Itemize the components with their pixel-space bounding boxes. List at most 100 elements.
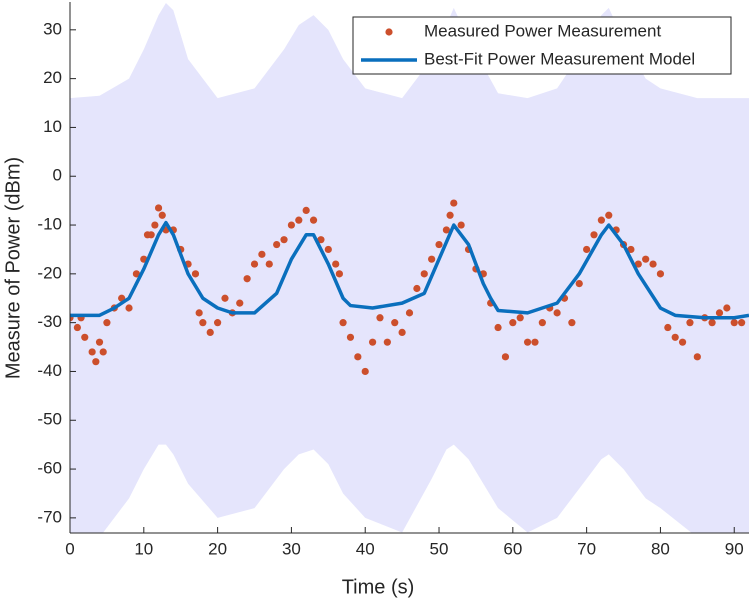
data-point	[99, 348, 107, 356]
data-point	[88, 348, 96, 356]
data-point	[191, 270, 200, 278]
data-point	[250, 260, 259, 268]
data-point	[738, 319, 746, 327]
data-point	[147, 231, 155, 239]
data-point	[656, 270, 665, 278]
data-point	[391, 319, 399, 327]
confidence-band	[70, 2, 749, 533]
data-point	[538, 319, 546, 327]
data-point	[494, 323, 502, 332]
plot-area	[70, 2, 749, 533]
data-point	[531, 338, 539, 346]
data-point	[420, 270, 428, 278]
model-line	[70, 220, 749, 320]
x-tick-label: 90	[725, 539, 744, 558]
data-point	[457, 221, 465, 229]
data-point	[317, 236, 325, 244]
data-point	[324, 245, 332, 254]
y-axis-label: Measure of Power (dBm)	[2, 157, 24, 379]
x-tick-label: 60	[503, 539, 522, 558]
y-tick-label: 20	[43, 68, 62, 87]
data-point	[221, 294, 229, 302]
data-point	[597, 216, 605, 224]
data-point	[450, 199, 458, 207]
data-point	[95, 338, 104, 346]
data-point	[335, 270, 343, 278]
data-point	[376, 314, 384, 322]
data-point	[346, 333, 355, 341]
data-point	[287, 221, 296, 229]
data-point	[295, 216, 303, 224]
data-point	[568, 319, 576, 327]
data-point	[195, 309, 203, 317]
data-point	[671, 333, 679, 341]
y-tick-label: -40	[37, 361, 62, 380]
legend-label: Measured Power Measurement	[424, 21, 661, 40]
data-point	[405, 309, 414, 317]
data-point	[280, 236, 288, 244]
y-tick-label: -50	[37, 410, 62, 429]
data-point	[523, 338, 532, 346]
data-point	[368, 338, 377, 346]
legend-label: Best-Fit Power Measurement Model	[424, 49, 695, 68]
data-point	[590, 231, 598, 239]
x-tick-label: 20	[208, 539, 227, 558]
data-point	[383, 338, 391, 346]
data-point	[686, 319, 694, 327]
y-tick-label: 10	[43, 117, 62, 136]
data-point	[214, 319, 222, 327]
x-tick-label: 30	[282, 539, 301, 558]
data-point	[206, 328, 214, 337]
data-point	[708, 319, 716, 327]
data-point	[649, 260, 657, 268]
y-tick-label: -60	[37, 459, 62, 478]
data-point	[265, 260, 273, 268]
x-tick-label: 50	[430, 539, 449, 558]
y-tick-label: 0	[53, 166, 62, 185]
data-point	[509, 319, 517, 327]
y-tick-label: -10	[37, 215, 62, 234]
data-point	[125, 304, 133, 312]
data-point	[309, 216, 318, 224]
data-point	[583, 245, 591, 254]
data-point	[151, 221, 159, 229]
x-tick-label: 70	[577, 539, 596, 558]
data-point	[158, 211, 166, 219]
data-point	[302, 206, 310, 214]
data-point	[361, 367, 369, 376]
data-point	[273, 240, 281, 249]
data-point	[501, 353, 510, 361]
data-point	[81, 333, 89, 341]
data-point	[398, 328, 406, 337]
data-point	[446, 211, 454, 219]
data-point	[664, 323, 672, 332]
legend-marker	[385, 28, 393, 36]
legend-box	[352, 16, 732, 75]
data-point	[553, 309, 561, 317]
data-point	[693, 353, 701, 361]
data-point	[642, 255, 650, 263]
data-point	[730, 319, 738, 327]
data-point	[516, 314, 524, 322]
data-point	[132, 270, 141, 278]
y-tick-label: 30	[43, 19, 62, 38]
legend: Measured Power Measurement Best-Fit Power…	[352, 16, 732, 75]
data-point	[243, 275, 251, 283]
data-point	[442, 226, 451, 234]
data-point	[435, 240, 443, 249]
x-tick-label: 10	[134, 539, 153, 558]
data-point	[236, 299, 244, 307]
data-point	[354, 353, 362, 361]
y-tick-label: -70	[37, 507, 62, 526]
data-point	[154, 204, 163, 212]
data-point	[92, 358, 100, 366]
data-point	[199, 319, 207, 327]
data-point	[678, 338, 687, 346]
data-point	[575, 280, 583, 288]
data-point	[73, 323, 81, 332]
data-point	[723, 304, 731, 312]
y-tick-label: -20	[37, 263, 62, 282]
x-tick-label: 0	[65, 539, 74, 558]
y-tick-label: -30	[37, 312, 62, 331]
